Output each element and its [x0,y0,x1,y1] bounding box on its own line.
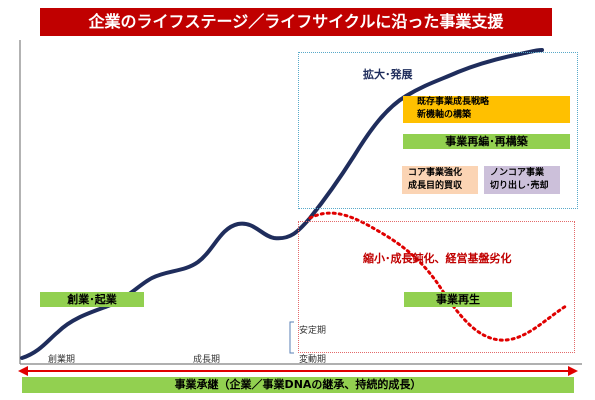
period-stable: 安定期 [299,326,327,336]
shrink-label: 縮小･成長鈍化、経営基盤劣化 [363,252,512,265]
period-growth: 成長期 [193,355,221,365]
expansion-region [298,52,578,209]
timeline-arrow-tail [18,366,28,376]
core-business-box: コア事業強化 成長目的買収 [402,166,478,194]
growth-strategy-line2: 新機軸の構築 [417,110,472,120]
noncore-business-line2: 切り出し･売却 [490,181,549,191]
restructure-box: 事業再編･再構築 [403,134,570,149]
growth-strategy-box: 既存事業成長戦略 新機軸の構築 [403,96,570,123]
expansion-label: 拡大･発展 [363,68,413,81]
core-business-line1: コア事業強化 [408,168,463,178]
timeline-arrow-head [568,366,578,376]
revival-box: 事業再生 [404,292,512,307]
period-volatile: 変動期 [299,355,327,365]
shrink-region [298,221,575,353]
page-title: 企業のライフステージ／ライフサイクルに沿った事業支援 [40,8,552,36]
business-succession-bar: 事業承継（企業／事業DNAの継承、持続的成長） [22,377,574,393]
startup-box: 創業･起業 [40,292,144,307]
period-founding: 創業期 [48,355,76,365]
core-business-line2: 成長目的買収 [408,181,463,191]
noncore-business-box: ノンコア事業 切り出し･売却 [484,166,560,194]
period-bracket [289,321,294,354]
growth-strategy-line1: 既存事業成長戦略 [417,97,490,107]
noncore-business-line1: ノンコア事業 [490,168,545,178]
